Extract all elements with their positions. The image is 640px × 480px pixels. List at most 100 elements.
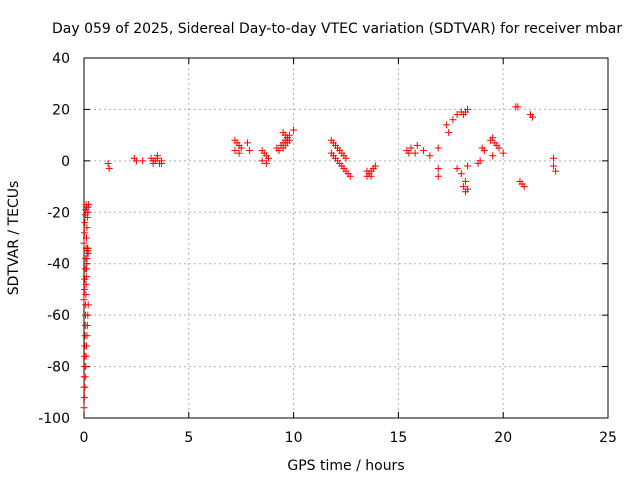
data-point [405,149,413,157]
data-point [80,373,88,381]
x-tick-label: 20 [494,430,512,446]
y-tick-labels: -100 -80 -60 -40 -20 0 20 40 [38,51,70,427]
data-point [420,147,428,155]
data-point [520,183,528,191]
grid-lines [84,58,608,418]
y-axis-label: SDTVAR / TECUs [6,181,22,296]
data-point [489,134,497,142]
y-tick-label: -100 [38,411,70,427]
data-point [275,147,283,155]
data-point [443,121,451,129]
data-point [495,144,503,152]
data-point [411,149,419,157]
data-point [231,147,239,155]
x-tick-label: 15 [389,430,407,446]
data-point [80,239,88,247]
chart-title: Day 059 of 2025, Sidereal Day-to-day VTE… [52,21,622,37]
data-point [81,342,89,350]
data-point [81,352,89,360]
data-point [514,103,522,111]
data-point [453,165,461,173]
data-point [80,363,88,371]
data-point [105,165,113,173]
data-point [413,141,421,149]
x-tick-labels: 0 5 10 15 20 25 [80,430,617,446]
data-point [139,157,147,165]
x-tick-label: 10 [285,430,303,446]
data-point [453,111,461,119]
data-point [434,144,442,152]
x-tick-label: 5 [184,430,193,446]
data-point [82,291,90,299]
data-point [83,203,91,211]
data-point [407,144,415,152]
data-point [81,311,89,319]
y-tick-label: 40 [52,51,70,67]
data-point [243,139,251,147]
data-point [246,147,254,155]
data-point [445,129,453,137]
data-point [371,162,379,170]
data-point [464,162,472,170]
data-point [81,321,89,329]
axis-ticks [83,57,609,419]
data-point [461,177,469,185]
data-point [235,149,243,157]
data-point [552,167,560,175]
data-point [82,273,90,281]
data-point [464,185,472,193]
data-point [529,113,537,121]
data-point [367,167,375,175]
data-point [258,157,266,165]
data-point [80,404,88,412]
data-point [132,157,140,165]
data-point [80,229,88,237]
data-point [290,126,298,134]
data-point [489,152,497,160]
y-tick-label: -80 [47,360,70,376]
x-tick-label: 0 [80,430,89,446]
data-point [346,172,354,180]
data-point [80,393,88,401]
data-point [434,172,442,180]
x-axis-label: GPS time / hours [287,458,404,474]
data-point [476,157,484,165]
data-point [82,280,90,288]
y-tick-label: 20 [52,102,70,118]
data-point [84,249,92,257]
data-point [480,147,488,155]
data-point [434,165,442,173]
data-point [457,170,465,178]
data-point [237,144,245,152]
data-point [550,154,558,162]
data-point [264,154,272,162]
data-point [449,116,457,124]
data-point [83,234,91,242]
data-point [158,159,166,167]
data-point [149,157,157,165]
data-point [81,219,89,227]
data-point [499,149,507,157]
data-point [82,301,90,309]
data-point [285,136,293,144]
data-point [426,152,434,160]
data-point [262,159,270,167]
data-point [342,154,350,162]
data-point [104,159,112,167]
data-point [81,332,89,340]
y-tick-label: 0 [61,154,70,170]
data-points [80,103,560,412]
data-point [459,183,467,191]
y-tick-label: -60 [47,308,70,324]
data-point [83,224,91,232]
x-tick-label: 25 [599,430,617,446]
data-point [80,285,88,293]
data-point [464,105,472,113]
data-point [80,383,88,391]
data-point [80,296,88,304]
y-tick-label: -20 [47,205,70,221]
plot-frame [83,57,609,419]
y-tick-label: -40 [47,257,70,273]
data-point [550,162,558,170]
